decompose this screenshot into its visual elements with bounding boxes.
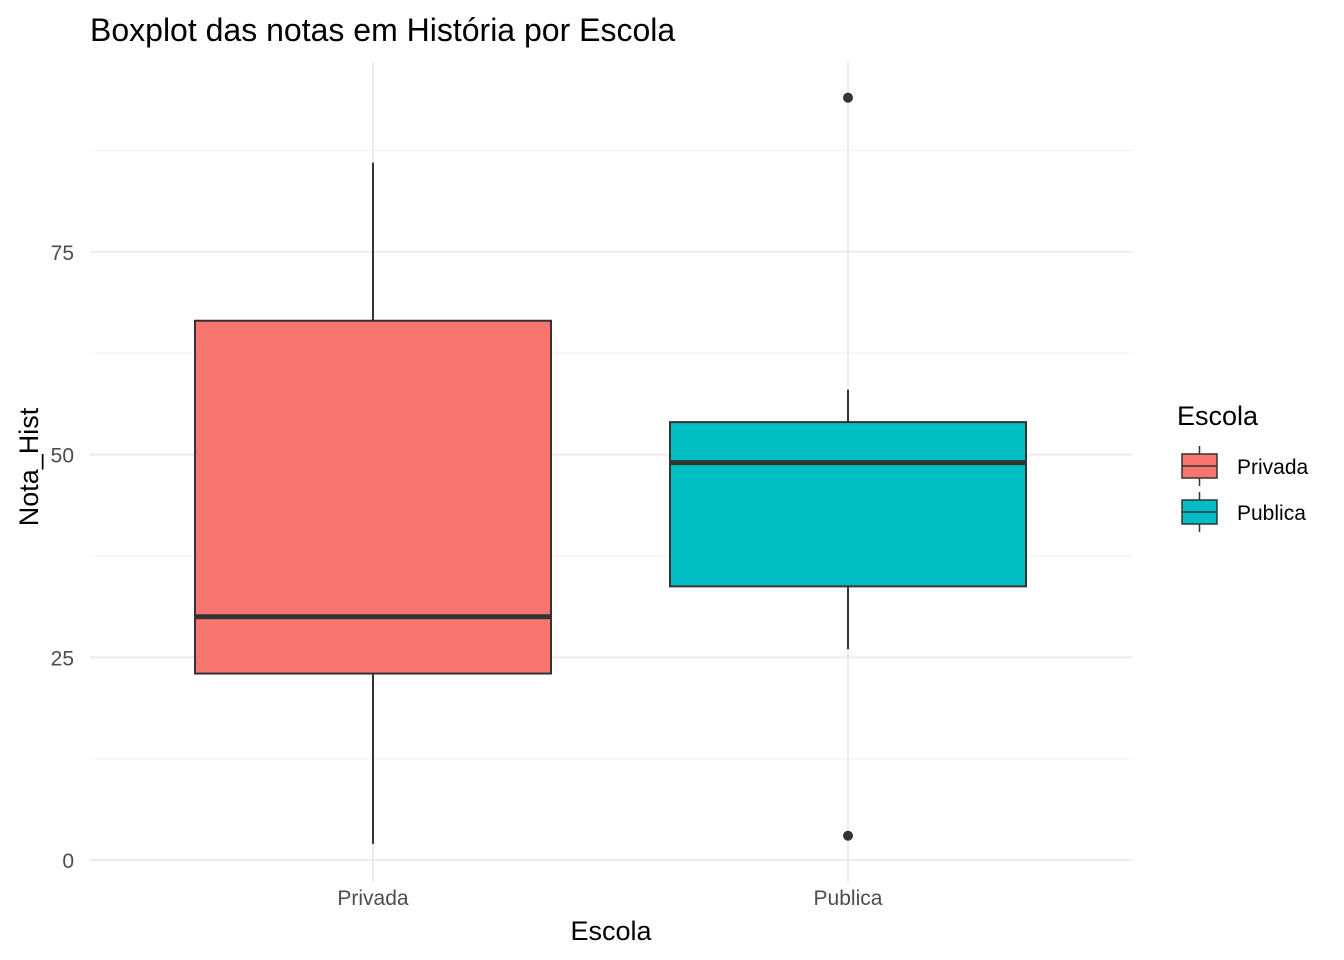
legend-key-publica (1181, 492, 1218, 532)
x-tick-label: Privada (337, 887, 409, 910)
outlier-point (843, 92, 853, 103)
legend-key-privada (1181, 446, 1218, 486)
y-axis-title: Nota_Hist (14, 407, 44, 526)
boxes (194, 92, 1027, 844)
y-tick-label: 50 (51, 445, 74, 468)
x-axis-ticks: Privada Publica (337, 887, 882, 910)
legend-title: Escola (1177, 401, 1259, 431)
box-privada (194, 162, 552, 844)
y-axis-ticks: 0 25 50 75 (51, 242, 74, 873)
box-publica (669, 92, 1027, 841)
x-axis-title: Escola (570, 916, 652, 946)
legend-label: Privada (1237, 456, 1309, 479)
legend: Escola Privada Publica (1177, 401, 1309, 532)
y-tick-label: 75 (51, 242, 74, 265)
box-body (194, 319, 552, 675)
outlier-point (843, 830, 853, 841)
legend-label: Publica (1237, 502, 1306, 525)
box-body (669, 421, 1027, 588)
y-tick-label: 0 (62, 850, 74, 873)
x-tick-label: Publica (814, 887, 883, 910)
y-tick-label: 25 (51, 647, 74, 670)
chart-title: Boxplot das notas em História por Escola (90, 12, 675, 48)
